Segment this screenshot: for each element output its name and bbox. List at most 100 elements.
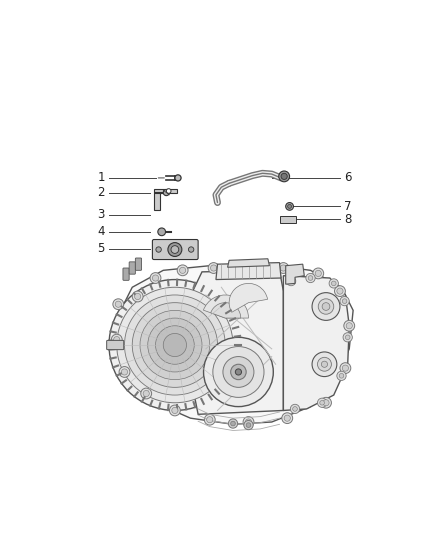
Circle shape xyxy=(321,398,332,408)
Polygon shape xyxy=(280,216,296,223)
Circle shape xyxy=(278,263,289,273)
Circle shape xyxy=(322,303,330,310)
Circle shape xyxy=(243,417,254,427)
Circle shape xyxy=(148,318,202,372)
Circle shape xyxy=(318,398,327,407)
Circle shape xyxy=(113,299,124,310)
Polygon shape xyxy=(286,264,304,284)
Circle shape xyxy=(152,275,159,281)
Circle shape xyxy=(223,357,254,387)
Circle shape xyxy=(335,286,346,296)
Circle shape xyxy=(132,303,218,387)
Circle shape xyxy=(293,407,297,411)
Circle shape xyxy=(284,415,290,421)
Circle shape xyxy=(158,228,166,236)
Circle shape xyxy=(177,265,188,276)
Circle shape xyxy=(346,322,352,329)
Circle shape xyxy=(282,413,293,424)
Circle shape xyxy=(156,247,161,252)
Circle shape xyxy=(168,243,182,256)
Text: 1: 1 xyxy=(98,172,105,184)
Text: 5: 5 xyxy=(98,243,105,255)
Circle shape xyxy=(332,281,336,286)
Circle shape xyxy=(213,346,264,398)
Circle shape xyxy=(312,352,337,377)
Circle shape xyxy=(150,273,161,284)
Circle shape xyxy=(339,374,344,378)
Circle shape xyxy=(231,421,235,426)
Circle shape xyxy=(171,246,179,253)
Circle shape xyxy=(207,417,213,423)
Circle shape xyxy=(111,334,122,345)
Circle shape xyxy=(337,288,343,294)
Wedge shape xyxy=(203,295,248,318)
Polygon shape xyxy=(228,259,269,267)
Circle shape xyxy=(286,277,296,286)
Text: 4: 4 xyxy=(98,225,105,238)
Circle shape xyxy=(119,367,130,377)
Circle shape xyxy=(279,171,290,182)
Circle shape xyxy=(244,421,253,430)
Circle shape xyxy=(180,267,186,273)
Polygon shape xyxy=(216,263,281,280)
Circle shape xyxy=(117,287,233,403)
Circle shape xyxy=(188,247,194,252)
FancyBboxPatch shape xyxy=(152,239,198,260)
Circle shape xyxy=(166,189,171,193)
Circle shape xyxy=(340,363,351,374)
Polygon shape xyxy=(113,264,353,424)
Circle shape xyxy=(132,291,143,302)
Circle shape xyxy=(344,320,355,331)
Circle shape xyxy=(155,326,194,364)
Polygon shape xyxy=(193,270,283,414)
Circle shape xyxy=(342,365,349,371)
Circle shape xyxy=(320,400,325,405)
Circle shape xyxy=(170,405,180,416)
Text: 2: 2 xyxy=(98,186,105,199)
Circle shape xyxy=(109,280,241,410)
Wedge shape xyxy=(229,284,268,312)
FancyBboxPatch shape xyxy=(107,341,124,350)
FancyBboxPatch shape xyxy=(129,262,135,274)
Circle shape xyxy=(281,173,287,180)
Circle shape xyxy=(312,293,340,320)
Circle shape xyxy=(329,279,339,288)
Circle shape xyxy=(290,405,300,414)
Polygon shape xyxy=(154,189,177,210)
Circle shape xyxy=(318,299,334,314)
Circle shape xyxy=(308,276,313,280)
Circle shape xyxy=(343,333,352,342)
Circle shape xyxy=(342,299,347,303)
Text: 6: 6 xyxy=(344,172,351,184)
Circle shape xyxy=(289,279,293,284)
Circle shape xyxy=(115,301,121,308)
Circle shape xyxy=(143,391,149,397)
Circle shape xyxy=(163,189,170,196)
Circle shape xyxy=(280,265,286,271)
Circle shape xyxy=(208,263,219,273)
Polygon shape xyxy=(283,276,349,410)
Text: 8: 8 xyxy=(344,213,351,226)
Circle shape xyxy=(241,263,248,270)
Circle shape xyxy=(175,175,181,181)
Circle shape xyxy=(313,268,324,279)
Circle shape xyxy=(245,419,251,425)
Circle shape xyxy=(204,337,273,407)
Circle shape xyxy=(323,400,329,406)
Circle shape xyxy=(315,270,321,277)
Text: 7: 7 xyxy=(344,200,351,213)
Circle shape xyxy=(288,205,292,208)
Circle shape xyxy=(231,364,246,379)
Circle shape xyxy=(235,369,241,375)
FancyBboxPatch shape xyxy=(135,258,141,270)
Circle shape xyxy=(246,423,251,427)
Circle shape xyxy=(228,419,238,428)
Circle shape xyxy=(318,357,332,371)
Circle shape xyxy=(113,336,120,343)
Circle shape xyxy=(346,335,350,340)
FancyBboxPatch shape xyxy=(123,268,129,280)
Circle shape xyxy=(141,388,152,399)
Text: 3: 3 xyxy=(98,208,105,221)
Circle shape xyxy=(211,265,217,271)
Circle shape xyxy=(121,369,127,375)
